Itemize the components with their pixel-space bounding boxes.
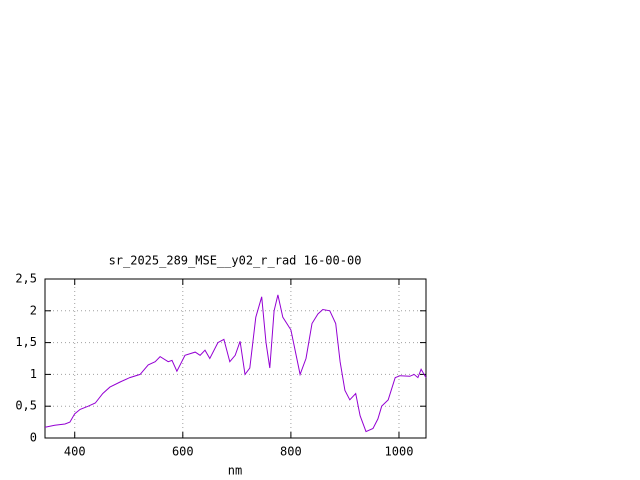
y-tick-label: 1,5 xyxy=(15,335,37,349)
plot-border xyxy=(44,278,427,439)
x-axis-label: nm xyxy=(228,464,242,478)
y-tick-label: 1 xyxy=(30,367,37,381)
data-line xyxy=(44,294,427,433)
y-tick-label: 0,5 xyxy=(15,399,37,413)
y-tick-label: 0 xyxy=(30,431,37,445)
x-tick-label: 600 xyxy=(172,445,194,459)
x-tick-label: 400 xyxy=(64,445,86,459)
x-tick-label: 800 xyxy=(280,445,302,459)
chart-title: sr_2025_289_MSE__y02_r_rad 16-00-00 xyxy=(109,254,362,268)
x-tick-label: 1000 xyxy=(385,445,414,459)
y-tick-label: 2,5 xyxy=(15,272,37,286)
y-tick-label: 2 xyxy=(30,303,37,317)
